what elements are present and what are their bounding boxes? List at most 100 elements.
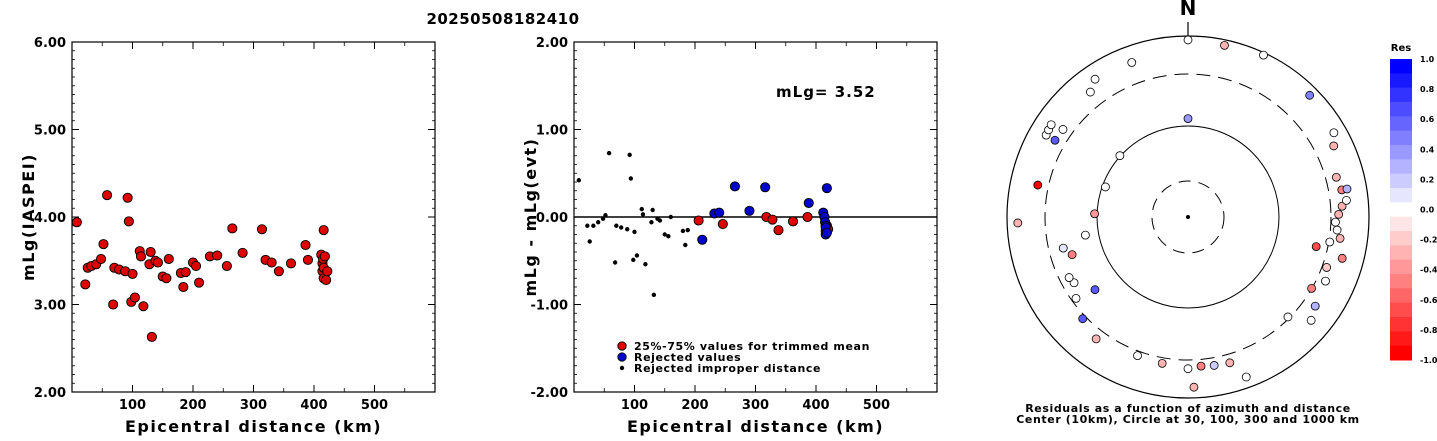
colorbar-cell	[1390, 202, 1412, 218]
colorbar-label: 0.4	[1420, 145, 1435, 154]
residual-point	[1067, 250, 1077, 260]
data-point	[596, 220, 601, 225]
residual-point	[1050, 135, 1060, 145]
data-point	[190, 260, 202, 272]
x-axis-label: Epicentral distance (km)	[125, 417, 382, 436]
residual-point	[1115, 151, 1125, 161]
north-label: N	[1180, 0, 1197, 20]
data-point	[767, 214, 778, 225]
data-point	[651, 292, 657, 298]
x-tick-label: 100	[119, 398, 146, 413]
colorbar-cell	[1390, 159, 1412, 175]
residual-point	[1090, 74, 1100, 84]
data-point	[138, 301, 149, 312]
data-point	[657, 218, 663, 223]
colorbar-cell	[1390, 116, 1412, 132]
data-point	[760, 182, 771, 193]
residual-point	[1329, 128, 1339, 138]
residual-point	[1332, 225, 1342, 235]
residual-point	[1090, 209, 1100, 219]
legend-marker	[619, 365, 625, 371]
residual-vs-distance-plot: -2.00 -1.00 0.00 1.00 2.00 100 200 300 400 500 Epi…	[521, 36, 938, 436]
data-point	[321, 274, 332, 286]
data-point	[685, 227, 690, 233]
residual-point	[1046, 120, 1056, 130]
data-point	[576, 178, 582, 183]
colorbar-label: -0.4	[1420, 266, 1437, 275]
data-point	[628, 176, 634, 181]
data-point	[640, 212, 646, 217]
colorbar-label: -1.0	[1420, 356, 1437, 365]
residual-point	[1311, 242, 1321, 251]
colorbar-cell	[1390, 302, 1412, 318]
data-point	[80, 279, 91, 290]
residual-point	[1157, 358, 1167, 368]
colorbar-label: 0.0	[1420, 206, 1435, 215]
residual-point	[1033, 180, 1043, 190]
colorbar-cell	[1390, 331, 1412, 347]
residual-point	[1080, 230, 1090, 240]
y-tick-label: 1.00	[536, 124, 568, 139]
data-point	[145, 246, 156, 258]
residual-point	[1064, 273, 1074, 282]
data-point	[300, 239, 311, 251]
y-axis-label: mLg(IASPEI)	[19, 153, 38, 281]
data-point	[614, 223, 619, 228]
data-point	[632, 229, 637, 235]
residual-point	[1283, 312, 1293, 322]
data-point	[773, 225, 784, 236]
residual-point	[1127, 58, 1137, 67]
residual-point	[1342, 195, 1351, 205]
data-point	[237, 247, 248, 258]
colorbar-label: -0.8	[1420, 326, 1437, 335]
data-point	[650, 207, 655, 213]
residual-point	[1322, 263, 1332, 272]
residual-point	[1321, 276, 1330, 286]
residual-point	[1325, 237, 1335, 247]
colorbar-label: 0.8	[1420, 85, 1435, 94]
data-point	[212, 250, 223, 261]
data-point	[625, 227, 630, 232]
y-tick-label: 5.00	[34, 124, 66, 139]
residual-point	[1209, 361, 1219, 370]
colorbar-cell	[1390, 59, 1412, 74]
residual-point	[1259, 50, 1268, 60]
data-point	[634, 253, 640, 258]
y-tick-label: -2.00	[531, 386, 568, 401]
y-tick-label: 2.00	[536, 36, 568, 51]
residual-point	[1101, 182, 1110, 192]
colorbar-title: Res	[1391, 43, 1411, 54]
mlg-annotation: mLg= 3.52	[776, 83, 876, 101]
data-point	[193, 277, 205, 288]
colorbar-cell	[1390, 345, 1412, 361]
colorbar-cell	[1390, 130, 1412, 146]
polar-caption-line2: Center (10km), Circle at 30, 100, 300 an…	[1016, 413, 1360, 426]
x-tick-label: 400	[300, 398, 327, 413]
x-tick-label: 300	[742, 398, 769, 413]
legend-label: 25%-75% values for trimmed mean	[634, 340, 870, 353]
data-point	[606, 150, 612, 156]
colorbar-cell	[1390, 145, 1412, 160]
data-point	[178, 281, 189, 293]
colorbar-cell	[1390, 188, 1412, 203]
data-point	[319, 251, 330, 262]
residual-point	[1225, 358, 1235, 368]
data-point	[666, 234, 671, 239]
data-point	[714, 207, 725, 218]
x-tick-label: 300	[240, 398, 267, 413]
residual-point	[1329, 141, 1339, 151]
residual-point	[1071, 293, 1081, 303]
data-point	[587, 239, 592, 244]
residual-point	[1241, 372, 1251, 382]
residual-point	[1183, 364, 1193, 374]
residual-point	[1078, 314, 1088, 324]
data-point	[693, 215, 704, 226]
y-tick-label: 6.00	[34, 36, 66, 51]
ring-300km	[1044, 73, 1332, 361]
data-point	[612, 260, 618, 265]
magnitude-vs-distance-plot: 2.00 3.00 4.00 5.00 6.00 100 200 300 400 500 Epice…	[19, 36, 436, 436]
residual-point	[1337, 253, 1347, 263]
data-point	[122, 192, 133, 203]
data-point	[135, 251, 147, 262]
y-tick-label: 3.00	[34, 299, 66, 314]
